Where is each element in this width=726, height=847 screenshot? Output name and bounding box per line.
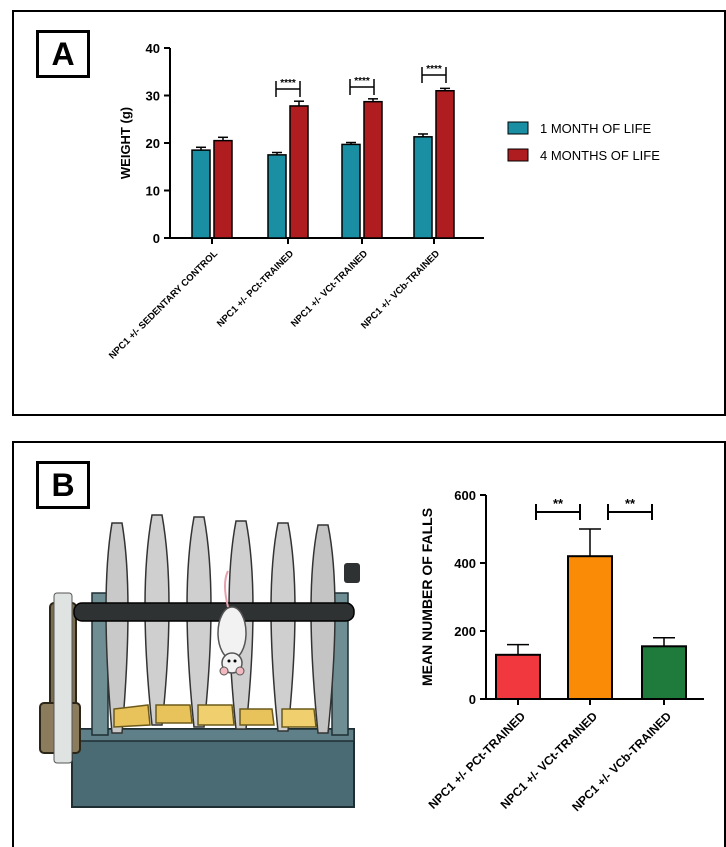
panel-b-label: B <box>36 461 90 509</box>
legend-swatch <box>507 148 529 162</box>
y-tick-label: 400 <box>454 556 476 571</box>
panel-a: A 0 10 20 30 40 WEIGHT (g) NPC1 +/- SEDENTARY … <box>12 10 726 416</box>
significance-label: **** <box>354 76 370 87</box>
bar <box>341 143 361 239</box>
bar <box>213 139 233 239</box>
bar <box>435 90 455 239</box>
significance-label: **** <box>280 78 296 89</box>
y-tick-label: 30 <box>146 89 160 104</box>
y-tick-label: 600 <box>454 488 476 503</box>
y-tick-label: 0 <box>469 692 476 707</box>
legend-label: 4 MONTHS OF LIFE <box>540 148 660 163</box>
bar <box>567 555 613 700</box>
significance-label: **** <box>426 64 442 75</box>
x-tick-label: NPC1 +/- VCt-TRAINED <box>289 248 370 329</box>
panel-a-label: A <box>36 30 90 78</box>
bar <box>267 154 287 239</box>
x-tick-label: NPC1 +/- VCb-TRAINED <box>359 248 442 331</box>
y-axis-label: MEAN NUMBER OF FALLS <box>419 508 435 686</box>
bar <box>641 645 687 701</box>
mouse-illustration <box>217 570 247 676</box>
panel-b: B <box>12 441 726 847</box>
rotarod-illustration <box>39 514 360 808</box>
legend-swatch <box>507 121 529 135</box>
y-axis-label: WEIGHT (g) <box>118 107 133 179</box>
bar <box>363 100 383 239</box>
x-tick-label: NPC1 +/- PCt-TRAINED <box>215 248 296 329</box>
y-tick-label: 40 <box>146 41 160 56</box>
bar <box>495 653 541 701</box>
y-tick-label: 20 <box>146 136 160 151</box>
y-tick-label: 200 <box>454 624 476 639</box>
bar <box>289 105 309 239</box>
y-tick-label: 0 <box>153 231 160 246</box>
significance-label: ** <box>625 496 636 511</box>
bar <box>413 136 433 239</box>
y-tick-label: 10 <box>146 184 160 199</box>
weight-chart: 0 10 20 30 40 WEIGHT (g) NPC1 +/- SEDENTARY CO… <box>107 41 660 361</box>
x-tick-label: NPC1 +/- SEDENTARY CONTROL <box>107 248 220 361</box>
bar <box>191 149 211 239</box>
significance-label: ** <box>553 496 564 511</box>
legend-label: 1 MONTH OF LIFE <box>540 121 652 136</box>
